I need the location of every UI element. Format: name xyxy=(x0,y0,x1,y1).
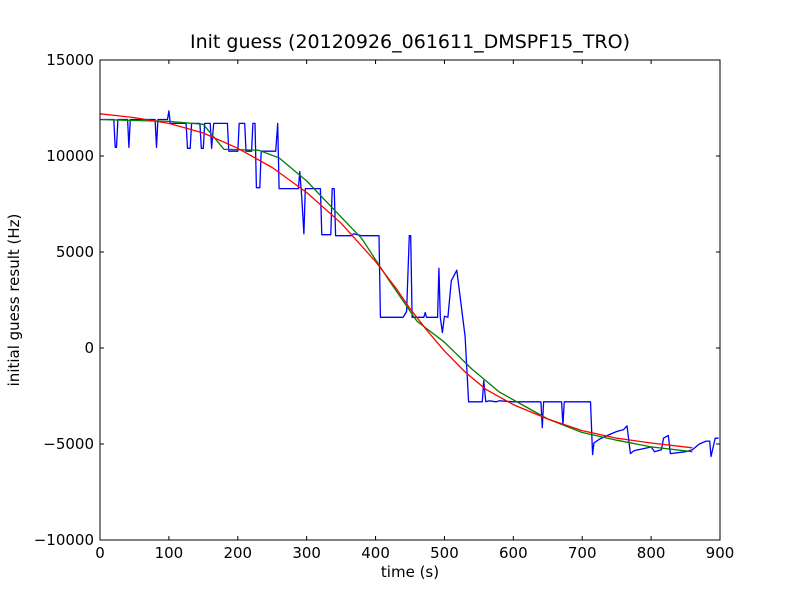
y-axis-label: initial guess result (Hz) xyxy=(5,214,23,387)
y-tick-label: 0 xyxy=(84,339,94,357)
series-layer xyxy=(99,110,719,458)
series-line-2 xyxy=(99,118,693,453)
ticks-layer: 0 100 200 300 400 500 600 700 800 900 −10000 −5000 0… xyxy=(34,51,735,562)
x-tick-label: 500 xyxy=(430,544,459,562)
series-line-1 xyxy=(100,110,719,458)
plot-frame xyxy=(99,59,721,541)
chart-title: Init guess (20120926_061611_DMSPF15_TRO) xyxy=(190,31,630,53)
x-tick-label: 600 xyxy=(499,544,528,562)
x-tick-label: 800 xyxy=(637,544,666,562)
x-tick-label: 900 xyxy=(706,544,735,562)
y-tick-label: 15000 xyxy=(46,51,94,69)
x-tick-label: 400 xyxy=(361,544,390,562)
x-axis-label: time (s) xyxy=(381,563,439,581)
x-tick-label: 700 xyxy=(568,544,597,562)
x-tick-label: 0 xyxy=(95,544,105,562)
y-tick-label: −10000 xyxy=(34,531,94,549)
x-tick-label: 200 xyxy=(223,544,252,562)
y-tick-label: −5000 xyxy=(43,435,94,453)
x-tick-label: 100 xyxy=(155,544,184,562)
y-tick-label: 10000 xyxy=(46,147,94,165)
x-tick-label: 300 xyxy=(292,544,321,562)
series-line-3 xyxy=(99,113,693,449)
y-tick-label: 5000 xyxy=(56,243,94,261)
